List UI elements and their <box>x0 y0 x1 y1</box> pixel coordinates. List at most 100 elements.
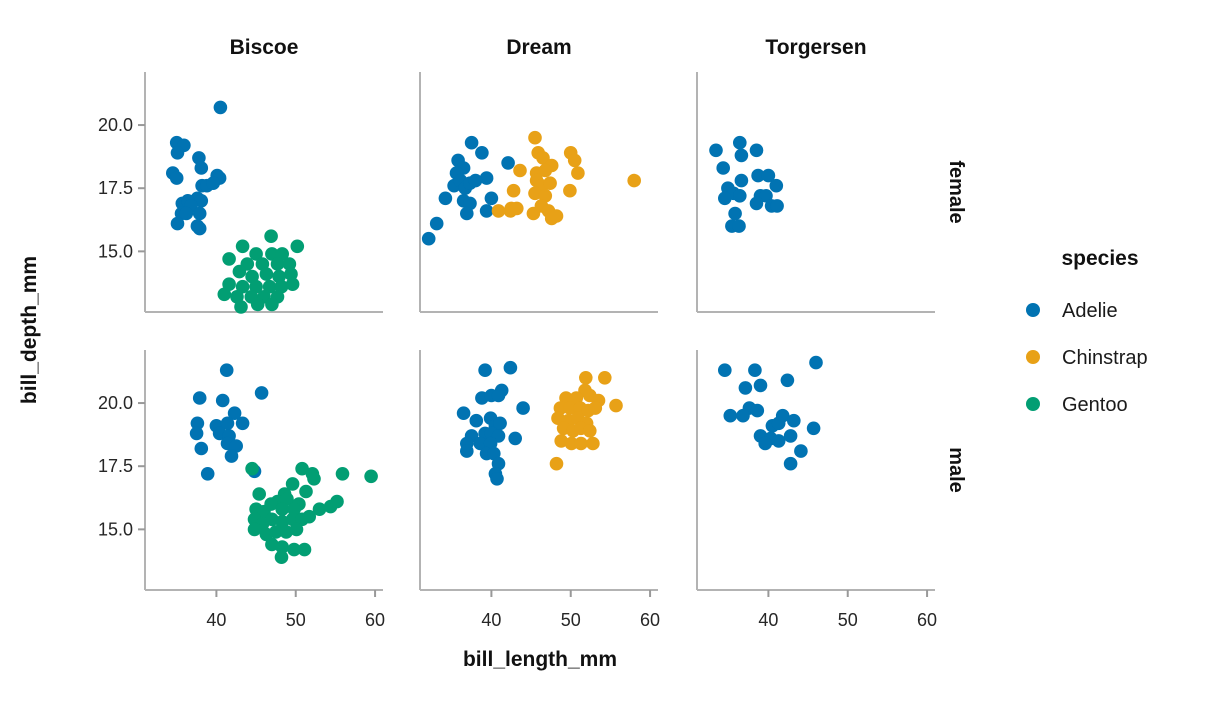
data-point-gentoo <box>264 229 278 243</box>
facet-row-strip-label: female <box>945 160 967 223</box>
data-point-adelie <box>751 168 765 183</box>
data-point-adelie <box>479 171 494 185</box>
data-point-adelie <box>194 194 209 208</box>
data-point-chinstrap <box>551 411 565 426</box>
facet-panel-biscoe-female: 15.0 17.5 20.0 <box>98 72 383 314</box>
data-point-adelie <box>733 189 747 203</box>
data-point-gentoo <box>299 484 313 499</box>
x-tick-label: 50 <box>286 610 306 630</box>
data-point-adelie <box>718 363 732 378</box>
data-point-adelie <box>794 444 808 458</box>
data-point-gentoo <box>234 300 248 314</box>
legend: species Adelie Chinstrap Gentoo <box>1026 247 1148 416</box>
data-point-gentoo <box>245 461 259 476</box>
data-point-adelie <box>503 360 518 375</box>
facet-row-strip-label: male <box>945 447 967 493</box>
data-point-adelie <box>194 161 209 175</box>
data-point-adelie <box>771 416 786 431</box>
data-point-gentoo <box>262 279 277 294</box>
data-point-gentoo <box>250 297 265 312</box>
data-point-adelie <box>469 413 484 428</box>
data-point-adelie <box>215 393 230 408</box>
data-point-adelie <box>753 378 768 393</box>
data-point-adelie <box>749 143 764 158</box>
data-point-gentoo <box>259 267 274 281</box>
data-point-gentoo <box>280 492 294 506</box>
data-point-adelie <box>421 231 436 246</box>
data-point-gentoo <box>265 297 279 312</box>
data-point-gentoo <box>247 522 262 537</box>
data-point-adelie <box>748 363 762 378</box>
data-point-gentoo <box>222 277 236 292</box>
data-point-chinstrap <box>491 204 506 218</box>
data-point-adelie <box>464 135 479 150</box>
data-point-gentoo <box>275 502 290 516</box>
data-point-adelie <box>809 355 823 370</box>
data-point-adelie <box>473 436 488 451</box>
data-point-chinstrap <box>528 186 542 201</box>
data-point-chinstrap <box>598 371 612 385</box>
data-point-gentoo <box>265 247 279 261</box>
data-point-adelie <box>733 135 747 150</box>
facet-column-title: Biscoe <box>230 36 299 59</box>
data-point-gentoo <box>222 252 236 266</box>
data-point-gentoo <box>274 550 289 564</box>
data-point-adelie <box>771 434 786 448</box>
y-axis-title: bill_depth_mm <box>18 256 41 404</box>
data-point-chinstrap <box>627 173 641 188</box>
data-point-adelie <box>732 219 746 233</box>
data-point-chinstrap <box>583 424 597 438</box>
data-point-gentoo <box>217 287 232 302</box>
data-point-adelie <box>224 449 239 463</box>
data-point-chinstrap <box>579 371 593 385</box>
data-point-chinstrap <box>571 166 585 180</box>
data-point-gentoo <box>297 542 312 557</box>
data-point-gentoo <box>269 525 283 539</box>
data-point-adelie <box>718 191 732 206</box>
data-point-gentoo <box>364 469 378 484</box>
data-point-gentoo <box>285 277 300 292</box>
data-point-adelie <box>758 436 772 451</box>
data-point-gentoo <box>312 502 327 516</box>
data-point-adelie <box>491 388 506 403</box>
data-point-gentoo <box>330 494 344 509</box>
x-tick-label: 50 <box>561 610 581 630</box>
data-point-chinstrap <box>528 130 542 145</box>
data-point-gentoo <box>307 472 321 486</box>
data-point-adelie <box>169 171 184 185</box>
data-point-chinstrap <box>586 436 600 451</box>
data-point-gentoo <box>335 467 350 481</box>
data-point-adelie <box>235 416 250 431</box>
facet-panel-dream-male: 40 50 60 <box>419 350 660 630</box>
data-point-adelie <box>769 178 784 193</box>
x-tick-label: 40 <box>206 610 226 630</box>
data-point-adelie <box>475 146 489 160</box>
data-point-adelie <box>179 206 194 221</box>
x-tick-label: 50 <box>838 610 858 630</box>
data-point-chinstrap <box>609 398 623 413</box>
data-point-chinstrap <box>549 209 564 223</box>
data-point-gentoo <box>252 487 266 501</box>
x-tick-label: 60 <box>365 610 385 630</box>
data-point-gentoo <box>285 477 300 491</box>
y-tick-label: 20.0 <box>98 115 133 135</box>
data-point-adelie <box>213 100 228 115</box>
data-point-gentoo <box>282 257 297 271</box>
data-point-chinstrap <box>543 176 557 190</box>
data-point-gentoo <box>265 512 279 527</box>
data-point-chinstrap <box>567 153 582 168</box>
data-point-adelie <box>761 168 776 183</box>
data-point-adelie <box>484 191 499 206</box>
data-point-adelie <box>716 161 730 175</box>
data-point-adelie <box>192 221 207 236</box>
data-point-adelie <box>192 206 207 221</box>
data-point-gentoo <box>290 239 305 254</box>
y-tick-label: 17.5 <box>98 178 133 198</box>
data-point-adelie <box>479 204 494 218</box>
data-point-gentoo <box>265 537 279 552</box>
data-point-adelie <box>709 143 723 158</box>
data-point-adelie <box>468 173 483 188</box>
y-tick-label: 15.0 <box>98 241 133 261</box>
data-point-gentoo <box>287 542 301 557</box>
